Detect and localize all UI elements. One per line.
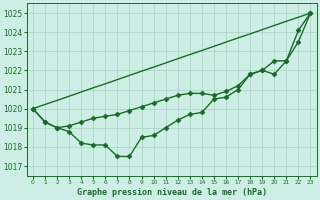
- X-axis label: Graphe pression niveau de la mer (hPa): Graphe pression niveau de la mer (hPa): [77, 188, 267, 197]
